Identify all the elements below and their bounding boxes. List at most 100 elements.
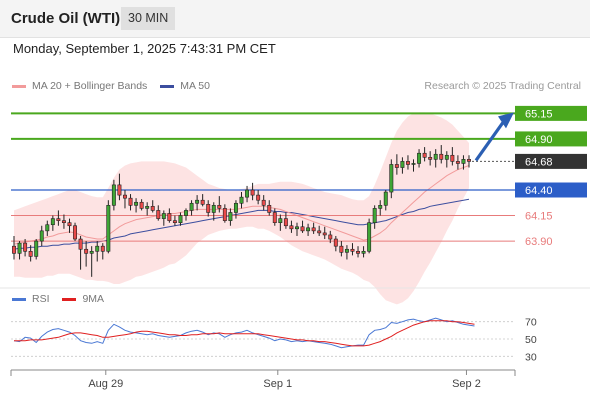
candle-body-64 [367,222,372,252]
candle-body-34 [200,199,205,205]
candle-body-59 [339,245,344,253]
candle-body-3 [28,250,33,257]
candle-body-6 [45,224,50,232]
candle-body-32 [189,202,194,211]
candle-body-41 [239,196,244,204]
ma50-label: MA 50 [180,80,210,92]
rsi-legend-item: RSI [12,293,50,305]
candle-body-71 [405,161,410,165]
candle-body-47 [272,212,277,223]
x-tick-label-0: Aug 29 [88,378,123,390]
candle-body-23 [139,201,144,209]
candle-body-82 [467,159,471,162]
candle-body-80 [455,161,460,164]
ma20-legend-item: MA 20 + Bollinger Bands [12,80,147,92]
candle-body-2 [23,242,28,252]
candle-body-33 [195,199,200,204]
candle-body-44 [256,194,261,201]
level-label-0: 65.15 [525,108,553,120]
rsi9-label: 9MA [82,293,105,305]
candle-body-7 [50,218,55,226]
ma20-swatch [12,84,26,88]
forecast-arrow-head [498,112,514,129]
candle-body-65 [372,208,377,223]
candle-body-76 [433,153,438,160]
x-tick-label-2: Sep 2 [452,378,481,390]
candle-body-1 [17,242,22,254]
datetime-text: Monday, September 1, 2025 7:43:31 PM CET [13,41,276,56]
candle-body-57 [328,234,333,240]
candle-body-28 [167,213,172,221]
level-tag-3 [515,182,587,198]
candle-body-16 [100,245,105,252]
candle-body-40 [233,202,238,213]
candle-body-12 [78,238,83,250]
candle-body-4 [34,240,39,257]
candle-body-60 [344,248,349,253]
candle-body-53 [306,227,311,232]
level-tag-2 [515,153,587,169]
candle-body-24 [145,206,150,209]
candle-body-26 [156,210,161,219]
candle-body-58 [333,238,338,247]
candle-body-21 [128,197,133,206]
candle-body-37 [217,205,222,209]
candle-body-54 [311,227,316,232]
candle-body-11 [73,225,78,240]
candle-body-68 [389,164,394,193]
candle-body-20 [123,194,127,199]
candle-body-9 [61,220,66,223]
candle-body-10 [67,222,72,227]
rsi-9ma-line [14,320,475,347]
forecast-arrow-shaft [474,121,505,162]
candle-body-48 [278,218,283,223]
candle-body-72 [411,163,416,165]
candle-body-22 [134,201,139,206]
level-label-3: 64.40 [525,185,553,197]
timeframe-button[interactable]: 30 MIN [121,7,176,30]
candle-body-52 [300,226,305,232]
rsi-line [13,317,475,349]
candle-body-13 [84,248,89,254]
candle-body-43 [250,189,255,196]
candle-body-46 [267,205,272,213]
rsi-swatch [12,297,26,301]
ma50-line [13,198,470,250]
candle-body-31 [184,210,188,216]
candle-body-55 [317,230,322,234]
ma20-line [13,165,470,245]
level-label-5: 63.90 [525,236,553,248]
rsi-tick-label-1: 50 [525,334,537,346]
candle-body-8 [56,218,61,221]
candle-body-5 [39,230,44,242]
level-label-1: 64.90 [525,134,553,146]
candle-body-56 [322,232,327,236]
candle-body-74 [422,152,427,158]
candle-body-38 [222,208,227,221]
candle-body-45 [261,199,266,206]
rsi9-swatch [62,297,77,301]
candle-body-77 [439,153,444,160]
x-tick-label-1: Sep 1 [263,378,292,390]
header-bar: Crude Oil (WTI) 30 MIN [0,0,590,38]
research-credit: Research © 2025 Trading Central [424,80,581,92]
candle-body-27 [161,213,166,219]
candle-body-62 [356,250,360,254]
candle-body-42 [245,189,250,198]
candle-body-17 [106,205,111,252]
candle-body-63 [361,250,366,254]
rsi-tick-label-0: 70 [525,317,537,329]
rsi-legend: RSI 9MA [12,293,114,305]
rsi9-legend-item: 9MA [62,293,104,305]
candle-body-36 [211,205,216,213]
candle-body-30 [178,215,183,223]
candle-body-0 [12,245,16,254]
candle-body-73 [417,152,422,164]
candle-body-51 [295,226,299,230]
candle-body-70 [400,161,405,168]
level-tag-1 [515,131,587,147]
candle-body-15 [95,245,100,252]
price-legend: MA 20 + Bollinger Bands MA 50 [12,80,220,92]
candle-body-66 [378,205,383,209]
